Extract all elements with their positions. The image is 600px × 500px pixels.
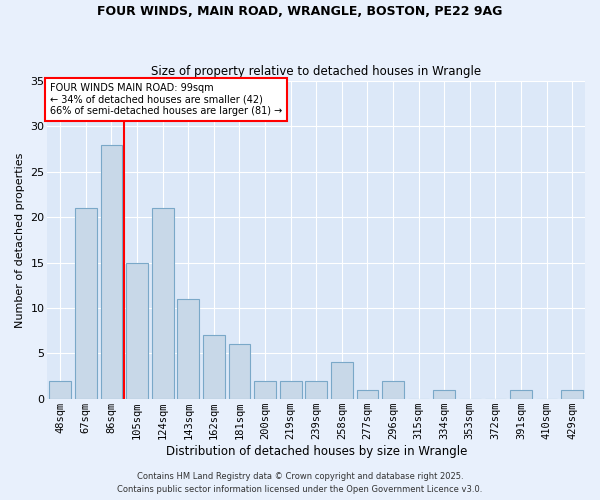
Bar	[331, 362, 353, 398]
Text: FOUR WINDS, MAIN ROAD, WRANGLE, BOSTON, PE22 9AG: FOUR WINDS, MAIN ROAD, WRANGLE, BOSTON, …	[97, 5, 503, 18]
Bar	[254, 380, 276, 398]
Bar	[356, 390, 379, 398]
Bar	[152, 208, 173, 398]
Y-axis label: Number of detached properties: Number of detached properties	[15, 152, 25, 328]
Bar	[126, 262, 148, 398]
Bar	[433, 390, 455, 398]
Bar	[305, 380, 327, 398]
X-axis label: Distribution of detached houses by size in Wrangle: Distribution of detached houses by size …	[166, 444, 467, 458]
Text: FOUR WINDS MAIN ROAD: 99sqm
← 34% of detached houses are smaller (42)
66% of sem: FOUR WINDS MAIN ROAD: 99sqm ← 34% of det…	[50, 82, 283, 116]
Bar	[510, 390, 532, 398]
Text: Contains HM Land Registry data © Crown copyright and database right 2025.
Contai: Contains HM Land Registry data © Crown c…	[118, 472, 482, 494]
Bar	[382, 380, 404, 398]
Bar	[49, 380, 71, 398]
Bar	[280, 380, 302, 398]
Bar	[562, 390, 583, 398]
Bar	[75, 208, 97, 398]
Bar	[101, 144, 122, 398]
Bar	[229, 344, 250, 399]
Bar	[178, 299, 199, 398]
Title: Size of property relative to detached houses in Wrangle: Size of property relative to detached ho…	[151, 66, 481, 78]
Bar	[203, 335, 225, 398]
